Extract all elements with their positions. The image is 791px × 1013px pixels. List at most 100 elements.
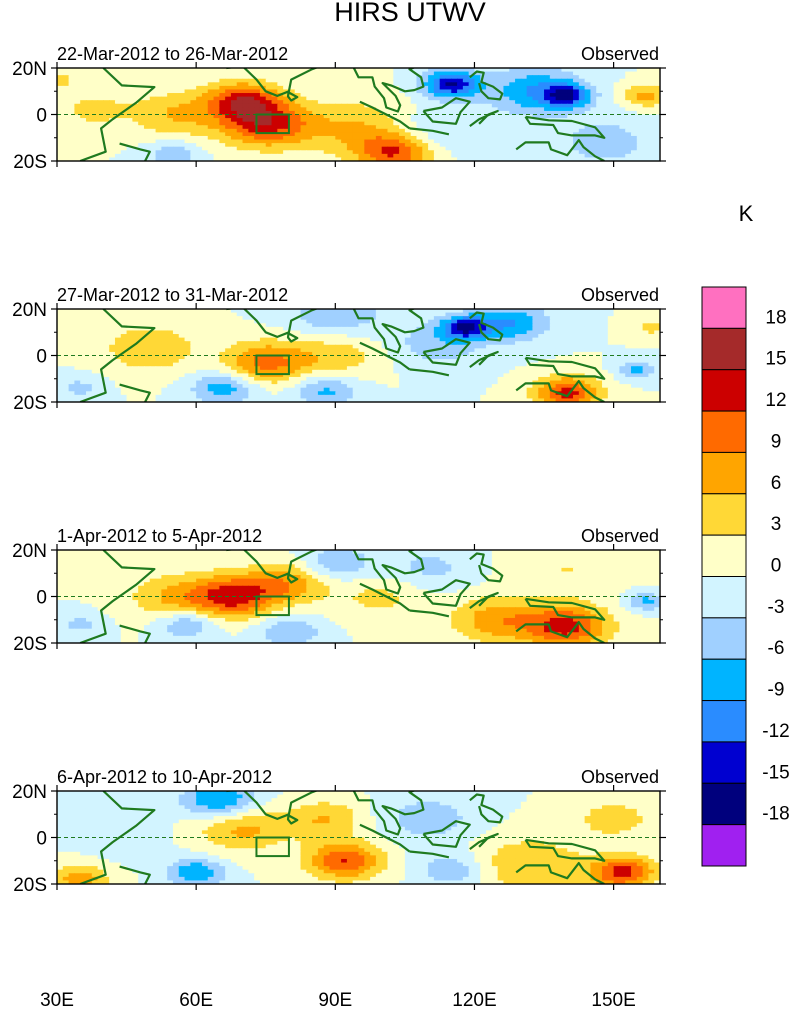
field-cell	[172, 75, 180, 80]
field-cell	[370, 157, 377, 161]
field-cell	[306, 121, 313, 126]
field-cell	[132, 319, 139, 324]
field-cell	[648, 341, 655, 346]
field-cell	[648, 146, 655, 151]
field-cell	[213, 344, 220, 349]
field-cell	[358, 68, 365, 73]
field-cell	[520, 351, 528, 357]
field-cell	[509, 89, 516, 94]
field-cell	[335, 355, 342, 360]
field-cell	[178, 118, 186, 123]
field-cell	[352, 348, 360, 353]
field-cell	[184, 75, 191, 80]
field-cell	[468, 337, 476, 342]
field-cell	[370, 143, 377, 148]
field-cell	[410, 143, 418, 148]
field-cell	[596, 100, 603, 105]
field-cell	[584, 85, 592, 91]
field-cell	[555, 85, 563, 91]
field-cell	[57, 366, 64, 371]
field-cell	[410, 150, 418, 155]
field-cell	[509, 110, 516, 116]
field-cell	[219, 330, 226, 335]
field-cell	[184, 366, 191, 371]
field-cell	[393, 312, 400, 317]
field-cell	[370, 366, 377, 371]
field-cell	[561, 78, 568, 83]
field-cell	[57, 85, 64, 91]
field-cell	[561, 125, 568, 130]
field-cell	[346, 369, 354, 374]
field-cell	[259, 143, 267, 148]
field-cell	[132, 359, 139, 364]
field-cell	[602, 359, 609, 364]
field-cell	[306, 366, 313, 371]
field-cell	[358, 89, 365, 94]
field-cell	[230, 344, 238, 349]
field-cell	[74, 150, 81, 155]
field-cell	[567, 78, 574, 83]
field-cell	[225, 150, 232, 155]
field-cell	[503, 132, 510, 137]
field-cell	[283, 121, 290, 126]
field-cell	[590, 114, 597, 119]
field-cell	[636, 125, 644, 130]
field-cell	[230, 128, 238, 133]
field-cell	[619, 118, 626, 123]
field-cell	[509, 93, 516, 98]
field-cell	[352, 93, 360, 98]
field-cell	[596, 355, 603, 360]
field-cell	[642, 348, 650, 353]
field-cell	[381, 118, 389, 123]
field-cell	[596, 359, 603, 364]
field-cell	[143, 337, 151, 342]
field-cell	[404, 150, 412, 155]
field-cell	[62, 312, 70, 317]
field-cell	[207, 316, 215, 321]
field-cell	[602, 316, 609, 321]
field-cell	[462, 135, 470, 141]
field-cell	[526, 93, 534, 98]
field-cell	[207, 146, 215, 151]
field-cell	[428, 373, 435, 378]
field-cell	[433, 135, 441, 141]
field-cell	[167, 312, 174, 317]
field-cell	[346, 68, 354, 73]
field-cell	[370, 355, 377, 360]
field-cell	[538, 309, 545, 314]
field-cell	[230, 157, 238, 161]
field-cell	[190, 153, 197, 159]
field-cell	[317, 366, 325, 371]
field-cell	[358, 309, 365, 314]
field-cell	[358, 110, 365, 116]
field-cell	[213, 110, 220, 116]
field-cell	[190, 78, 197, 83]
field-cell	[335, 143, 342, 148]
field-cell	[573, 330, 580, 335]
field-cell	[387, 380, 394, 385]
field-cell	[538, 110, 545, 116]
field-cell	[149, 146, 157, 151]
field-cell	[120, 312, 128, 317]
field-cell	[544, 82, 551, 87]
field-cell	[312, 341, 319, 346]
field-cell	[584, 107, 592, 112]
field-cell	[642, 114, 650, 119]
field-cell	[636, 143, 644, 148]
field-cell	[648, 75, 655, 80]
field-cell	[393, 100, 400, 105]
field-cell	[167, 132, 174, 137]
field-cell	[114, 85, 122, 91]
field-cell	[509, 85, 516, 91]
field-cell	[271, 316, 278, 321]
field-cell	[515, 85, 522, 91]
field-cell	[219, 68, 226, 73]
field-cell	[225, 334, 232, 339]
field-cell	[85, 334, 93, 339]
field-cell	[457, 121, 464, 126]
field-cell	[161, 118, 168, 123]
field-cell	[248, 150, 255, 155]
field-cell	[103, 366, 110, 371]
field-cell	[561, 96, 568, 101]
field-cell	[410, 373, 418, 378]
